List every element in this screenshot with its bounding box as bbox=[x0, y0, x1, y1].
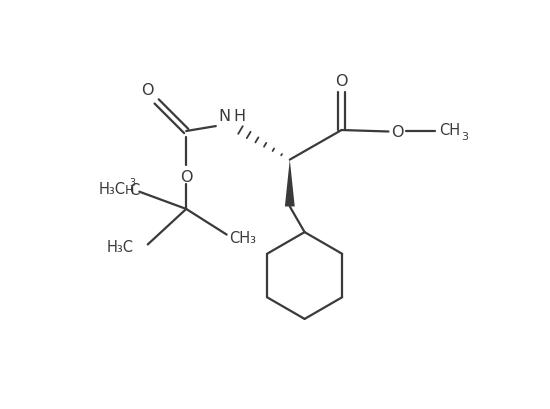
Text: 3: 3 bbox=[461, 132, 468, 142]
Polygon shape bbox=[285, 160, 295, 207]
Text: H₃C: H₃C bbox=[107, 240, 134, 255]
Text: O: O bbox=[391, 125, 404, 139]
Text: H: H bbox=[233, 108, 245, 124]
Text: O: O bbox=[180, 170, 192, 185]
Text: 3: 3 bbox=[129, 178, 135, 188]
Text: C: C bbox=[129, 182, 139, 197]
Text: N: N bbox=[219, 108, 231, 124]
Text: O: O bbox=[141, 83, 154, 98]
Text: CH₃: CH₃ bbox=[229, 231, 256, 245]
Text: O: O bbox=[336, 74, 348, 89]
Text: CH: CH bbox=[439, 123, 460, 138]
Text: H₃C: H₃C bbox=[98, 182, 125, 197]
Text: H: H bbox=[125, 183, 134, 196]
